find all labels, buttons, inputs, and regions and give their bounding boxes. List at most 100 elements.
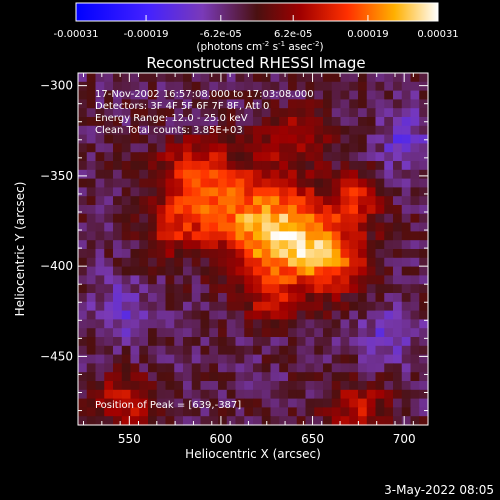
heatmap-cell: [384, 205, 394, 215]
heatmap-cell: [340, 372, 350, 382]
heatmap-cell: [331, 416, 342, 426]
heatmap-cell: [270, 310, 280, 320]
heatmap-cell: [218, 187, 228, 197]
heatmap-cell: [279, 90, 289, 100]
heatmap-cell: [393, 178, 403, 188]
heatmap-cell: [401, 99, 412, 109]
heatmap-cell: [410, 99, 420, 109]
heatmap-cell: [130, 416, 140, 426]
heatmap-cell: [156, 319, 167, 329]
heatmap-cell: [323, 310, 333, 320]
heatmap-cell: [296, 117, 307, 127]
heatmap-cell: [113, 178, 123, 188]
heatmap-cell: [331, 161, 342, 171]
heatmap-cell: [401, 354, 412, 364]
heatmap-cell: [393, 231, 403, 241]
heatmap-cell: [349, 416, 359, 426]
heatmap-cell: [419, 284, 429, 294]
heatmap-cell: [410, 117, 420, 127]
heatmap-cell: [288, 73, 298, 83]
heatmap-cell: [104, 205, 114, 215]
heatmap-cell: [200, 284, 210, 294]
heatmap-cell: [226, 117, 237, 127]
heatmap-cell: [130, 266, 140, 276]
heatmap-cell: [401, 152, 412, 162]
heatmap-cell: [121, 240, 132, 250]
heatmap-cell: [393, 108, 403, 118]
heatmap-cell: [410, 354, 420, 364]
heatmap-cell: [121, 205, 132, 215]
heatmap-cell: [305, 266, 315, 276]
heatmap-cell: [95, 205, 105, 215]
heatmap-cell: [331, 205, 342, 215]
heatmap-cell: [139, 187, 149, 197]
heatmap-cell: [191, 416, 202, 426]
heatmap-cell: [78, 275, 88, 285]
heatmap-cell: [130, 213, 140, 224]
heatmap-cell: [165, 266, 175, 276]
heatmap-cell: [121, 81, 132, 92]
heatmap-cell: [288, 398, 298, 408]
heatmap-cell: [95, 90, 105, 100]
heatmap-cell: [305, 293, 315, 303]
heatmap-cell: [244, 266, 254, 276]
heatmap-cell: [78, 90, 88, 100]
heatmap-cell: [148, 257, 158, 268]
heatmap-cell: [340, 416, 350, 426]
heatmap-cell: [244, 108, 254, 118]
annotation-line: Clean Total counts: 3.85E+03: [95, 125, 243, 136]
heatmap-cell: [148, 389, 158, 400]
heatmap-cell: [253, 284, 263, 294]
heatmap-cell: [200, 328, 210, 338]
heatmap-cell: [139, 275, 149, 285]
heatmap-cell: [401, 363, 412, 373]
heatmap-cell: [288, 213, 298, 224]
heatmap-cell: [358, 416, 368, 426]
heatmap-cell: [148, 398, 158, 408]
heatmap-cell: [139, 240, 149, 250]
heatmap-cell: [148, 152, 158, 162]
heatmap-cell: [191, 178, 202, 188]
heatmap-cell: [358, 398, 368, 408]
heatmap-cell: [419, 134, 429, 144]
heatmap-cell: [419, 169, 429, 180]
heatmap-cell: [393, 389, 403, 400]
heatmap-cell: [95, 231, 105, 241]
heatmap-cell: [393, 99, 403, 109]
heatmap-cell: [410, 416, 420, 426]
heatmap-cell: [139, 416, 149, 426]
heatmap-cell: [323, 275, 333, 285]
heatmap-cell: [130, 231, 140, 241]
heatmap-cell: [218, 213, 228, 224]
heatmap-cell: [95, 372, 105, 382]
heatmap-cell: [78, 389, 88, 400]
heatmap-cell: [270, 275, 280, 285]
heatmap-cell: [183, 117, 193, 127]
heatmap-cell: [183, 275, 193, 285]
heatmap-cell: [410, 266, 420, 276]
heatmap-cell: [331, 319, 342, 329]
heatmap-cell: [139, 178, 149, 188]
heatmap-cell: [331, 222, 342, 232]
heatmap-cell: [410, 231, 420, 241]
heatmap-cell: [296, 81, 307, 92]
heatmap-cell: [314, 372, 324, 382]
heatmap-cell: [183, 372, 193, 382]
heatmap-cell: [121, 389, 132, 400]
heatmap-cell: [113, 398, 123, 408]
heatmap-cell: [340, 284, 350, 294]
heatmap-cell: [349, 205, 359, 215]
heatmap-cell: [113, 381, 123, 391]
heatmap-cell: [358, 178, 368, 188]
heatmap-cell: [314, 275, 324, 285]
heatmap-cell: [296, 398, 307, 408]
heatmap-cell: [253, 310, 263, 320]
heatmap-cell: [191, 213, 202, 224]
heatmap-cell: [165, 363, 175, 373]
heatmap-cell: [218, 257, 228, 268]
heatmap-cell: [121, 125, 132, 136]
heatmap-cell: [253, 99, 263, 109]
heatmap-cell: [288, 310, 298, 320]
heatmap-cell: [375, 134, 385, 144]
heatmap-cell: [270, 319, 280, 329]
